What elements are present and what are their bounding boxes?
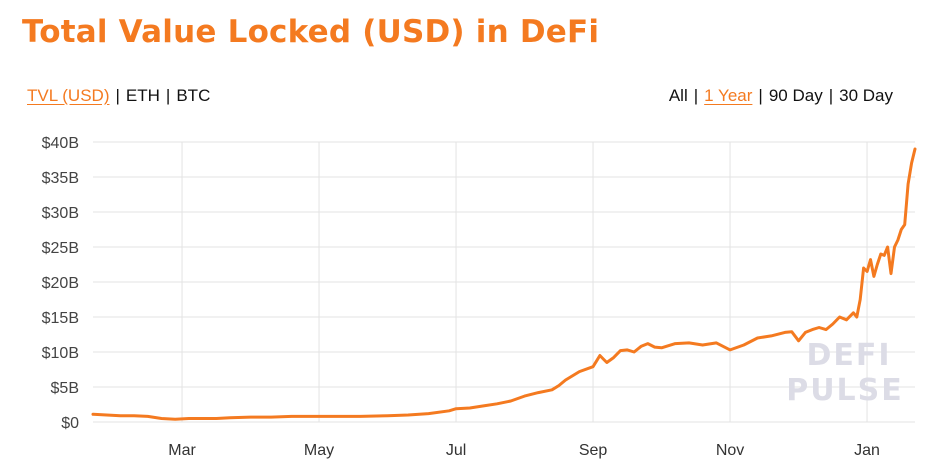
y-tick-label: $15B — [42, 310, 79, 327]
chart-title: Total Value Locked (USD) in DeFi — [22, 14, 600, 50]
tab-range-1-year[interactable]: 1 Year — [704, 86, 753, 105]
range-tabs: All | 1 Year | 90 Day | 30 Day — [669, 86, 893, 106]
tab-range-all[interactable]: All — [668, 86, 688, 105]
y-tick-label: $0 — [61, 415, 79, 432]
x-tick-label: May — [304, 442, 334, 459]
tab-btc[interactable]: BTC — [176, 86, 211, 105]
y-axis-ticks: $0 $5B $10B $15B $20B $25B $30B $35B $40B — [42, 135, 79, 432]
y-tick-label: $5B — [51, 380, 79, 397]
watermark-line-1: DEFI — [806, 338, 891, 373]
tab-separator: | — [165, 86, 171, 105]
defi-pulse-watermark: DEFI PULSE — [786, 338, 904, 408]
x-tick-label: Jul — [446, 442, 466, 459]
x-tick-label: Nov — [716, 442, 744, 459]
x-tick-label: Mar — [168, 442, 196, 459]
watermark-line-2: PULSE — [786, 373, 904, 408]
y-tick-label: $30B — [42, 205, 79, 222]
tab-separator: | — [693, 86, 699, 105]
series-layer — [91, 147, 917, 421]
y-tick-label: $40B — [42, 135, 79, 152]
tab-separator: | — [828, 86, 834, 105]
tab-range-30-day[interactable]: 30 Day — [839, 86, 893, 105]
y-tick-label: $10B — [42, 345, 79, 362]
tab-tvl-usd[interactable]: TVL (USD) — [27, 86, 110, 105]
x-tick-label: Jan — [854, 442, 880, 459]
tab-eth[interactable]: ETH — [125, 86, 160, 105]
x-tick-label: Sep — [579, 442, 608, 459]
tab-range-90-day[interactable]: 90 Day — [768, 86, 823, 105]
tab-separator: | — [115, 86, 120, 105]
y-tick-label: $25B — [42, 240, 79, 257]
tvl-line-chart[interactable]: $0 $5B $10B $15B $20B $25B $30B $35B $40B Mar May… — [0, 120, 933, 472]
tvl-series-line — [91, 147, 917, 421]
x-axis-ticks: Mar May Jul Sep Nov Jan — [168, 442, 880, 459]
tab-separator: | — [758, 86, 763, 105]
metric-tabs: TVL (USD) | ETH | BTC — [27, 86, 210, 106]
y-tick-label: $35B — [42, 170, 79, 187]
grid-lines — [93, 141, 915, 423]
y-tick-label: $20B — [42, 275, 79, 292]
